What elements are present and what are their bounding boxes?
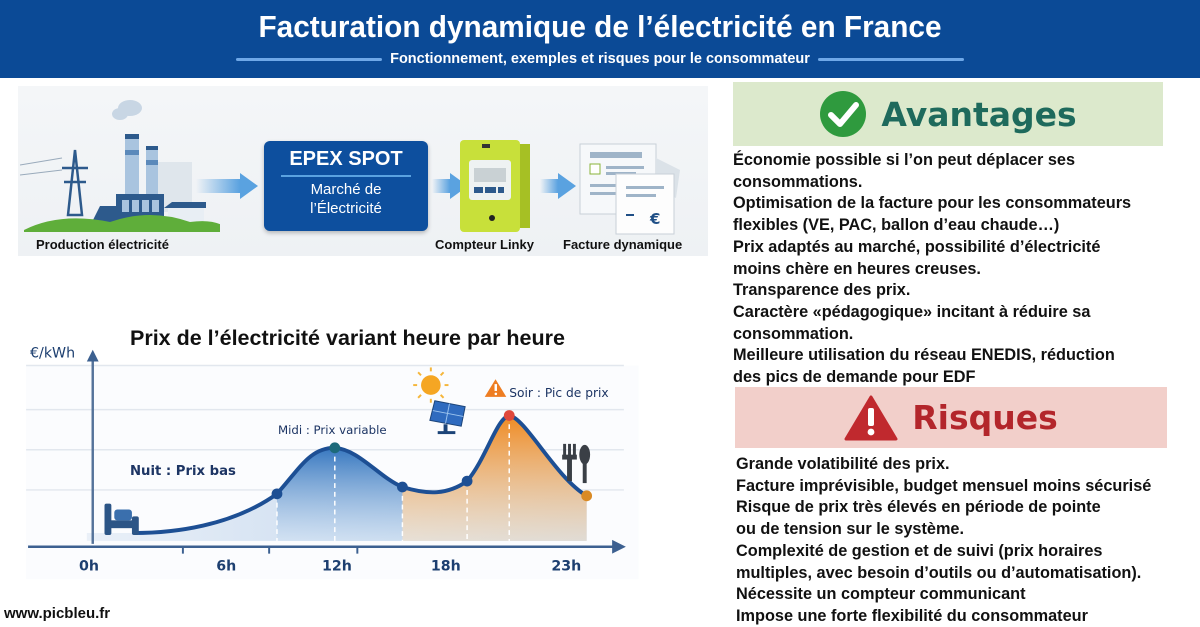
list-item: ou de tension sur le système. [736, 520, 965, 539]
label-production: Production électricité [36, 237, 169, 252]
label-facture: Facture dynamique [563, 237, 683, 252]
list-item: consommations. [733, 172, 863, 191]
svg-text:18h: 18h [431, 558, 461, 574]
list-item: Optimisation de la facture pour les cons… [733, 194, 1132, 213]
svg-text:€/kWh: €/kWh [30, 346, 75, 362]
warning-triangle-icon [844, 395, 898, 441]
price-chart: €/kWh Nuit : Prix bas Midi : Prix variab… [26, 346, 639, 580]
epex-separator [281, 175, 411, 177]
svg-text:Soir : Pic de prix: Soir : Pic de prix [509, 386, 608, 400]
list-item: Grande volatibilité des prix. [736, 455, 950, 473]
risques-list: Grande volatibilité des prix. Facture im… [736, 454, 1200, 627]
list-item: consommation. [733, 324, 854, 343]
svg-text:12h: 12h [322, 558, 352, 574]
arrow-head-1 [240, 173, 258, 199]
list-item: Meilleure utilisation du réseau ENEDIS, … [733, 346, 1115, 365]
site-footer[interactable]: www.picbleu.fr [4, 605, 111, 622]
epex-title: EPEX SPOT [289, 148, 403, 170]
svg-text:6h: 6h [216, 558, 236, 574]
warning-icon [484, 379, 507, 397]
list-item: moins chère en heures creuses. [733, 259, 981, 278]
invoice-icon: € [579, 143, 680, 235]
data-point [503, 410, 515, 421]
svg-text:23h: 23h [551, 558, 581, 574]
cutlery-icon [562, 443, 591, 484]
bed-icon [104, 503, 139, 536]
epex-sub-2: l’Électricité [310, 200, 382, 217]
subtitle-row: Fonctionnement, exemples et risques pour… [0, 51, 1200, 67]
divider-right [817, 57, 964, 61]
list-item: Caractère «pédagogique» incitant à rédui… [733, 302, 1091, 321]
list-item: Économie possible si l’on peut déplacer … [733, 151, 1076, 169]
list-item: Facture imprévisible, budget mensuel moi… [736, 476, 1152, 495]
page-subtitle: Fonctionnement, exemples et risques pour… [390, 51, 810, 67]
list-item: Transparence des prix. [733, 281, 911, 300]
data-point [581, 490, 593, 502]
list-item: flexibles (VE, PAC, ballon d’eau chaude…… [733, 216, 1060, 235]
label-compteur: Compteur Linky [435, 237, 534, 252]
list-item: multiples, avec besoin d’outils ou d’aut… [736, 563, 1142, 582]
data-point [397, 481, 408, 493]
data-point [461, 475, 473, 487]
epex-sub-1: Marché de [310, 181, 382, 198]
data-point [329, 442, 341, 454]
power-plant-icon [20, 100, 220, 232]
avantages-title: Avantages [881, 94, 1077, 134]
risques-title: Risques [912, 398, 1058, 437]
flow-arrow-2 [432, 179, 450, 193]
data-point [271, 488, 283, 500]
flow-arrow-3 [540, 179, 558, 193]
divider-left [236, 57, 383, 61]
epex-spot-box: EPEX SPOT Marché de l’Électricité [264, 141, 428, 231]
flow-arrow-1 [196, 179, 240, 193]
page-title: Facturation dynamique de l’électricité e… [258, 9, 942, 44]
list-item: Complexité de gestion et de suivi (prix … [736, 541, 1103, 560]
svg-text:Midi : Prix variable: Midi : Prix variable [278, 423, 387, 437]
list-item: Impose une forte flexibilité du consomma… [736, 606, 1088, 625]
svg-text:0h: 0h [79, 558, 99, 574]
solar-panel-icon [429, 400, 466, 435]
avantages-banner: Avantages [733, 82, 1163, 146]
avantages-list: Économie possible si l’on peut déplacer … [733, 150, 1198, 389]
chart-title: Prix de l’électricité variant heure par … [130, 326, 565, 350]
check-circle-icon [819, 90, 867, 138]
list-item: Nécessite un compteur communicant [736, 585, 1026, 604]
list-item: Prix adaptés au marché, possibilité d’él… [733, 237, 1101, 256]
header-banner: Facturation dynamique de l’électricité e… [0, 0, 1200, 78]
list-item: des pics de demande pour EDF [733, 368, 976, 387]
arrow-head-3 [558, 173, 576, 199]
svg-text:€: € [649, 210, 660, 228]
list-item: Risque de prix très élevés en période de… [736, 498, 1101, 517]
risques-banner: Risques [735, 387, 1167, 448]
linky-meter-icon [460, 140, 530, 232]
svg-text:Nuit : Prix bas: Nuit : Prix bas [130, 464, 236, 479]
sun-icon [413, 367, 449, 403]
